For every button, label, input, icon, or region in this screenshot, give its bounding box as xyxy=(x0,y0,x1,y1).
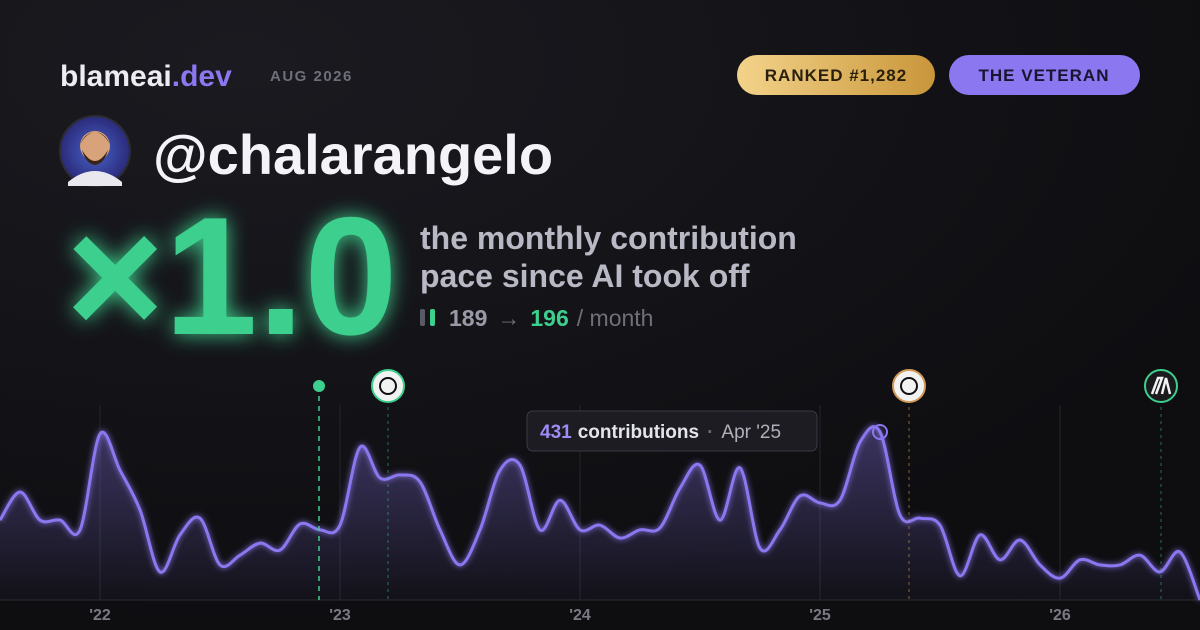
rank-badge xyxy=(737,55,935,95)
x-tick-label: '24 xyxy=(569,607,591,624)
brand: blameai.dev xyxy=(60,60,232,93)
x-tick-label: '23 xyxy=(329,607,351,624)
title-badge xyxy=(949,55,1140,95)
legend-icon xyxy=(430,309,435,326)
x-tick-label: '25 xyxy=(809,607,831,624)
stat-line: the monthly contribution xyxy=(420,220,797,256)
avatar xyxy=(59,115,131,187)
events xyxy=(313,369,1178,600)
date: AUG 2026 xyxy=(270,68,353,85)
x-tick-label: '22 xyxy=(89,607,111,624)
x-tick-label: '26 xyxy=(1049,607,1071,624)
highlight-point xyxy=(872,424,888,440)
chart: '22 '23 '24 '25 '26 xyxy=(0,405,1200,624)
rank-text: RANKED #1,282 xyxy=(765,66,907,85)
title-text: THE VETERAN xyxy=(979,66,1110,85)
tooltip: 431 contributions · Apr '25 xyxy=(526,410,818,452)
legend-icon xyxy=(420,309,425,326)
stat-line: pace since AI took off xyxy=(420,258,750,294)
multiplier: ×1.0 xyxy=(66,182,398,370)
handle: @chalarangelo xyxy=(153,123,553,186)
pace-row: 189 → 196/ month xyxy=(449,305,653,331)
area xyxy=(0,426,1200,600)
tooltip-text: 431 contributions · Apr '25 xyxy=(540,422,781,443)
line xyxy=(0,425,1200,601)
